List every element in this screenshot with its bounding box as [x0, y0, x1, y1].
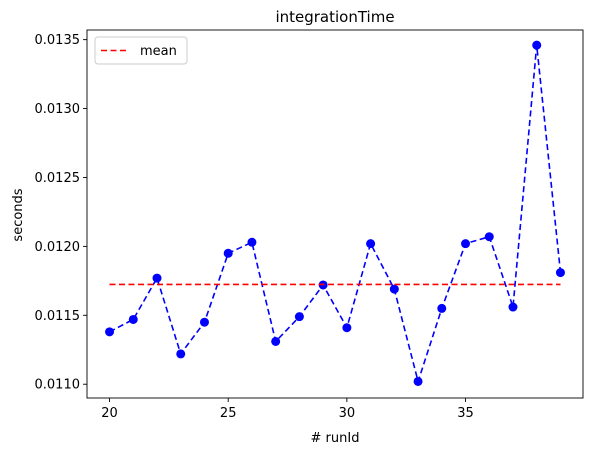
y-tick-label: 0.0115 — [35, 309, 81, 324]
data-point — [128, 314, 138, 324]
data-point — [105, 327, 115, 337]
x-axis-title: # runId — [311, 431, 360, 446]
y-tick-label: 0.0110 — [35, 378, 81, 393]
plot-frame — [86, 29, 584, 399]
legend-label: mean — [140, 44, 177, 59]
data-point — [508, 302, 518, 312]
data-point — [176, 349, 186, 359]
data-point — [413, 376, 423, 386]
y-tick-label: 0.0125 — [35, 171, 81, 186]
data-point — [247, 237, 257, 247]
data-point — [294, 312, 304, 322]
data-point — [152, 273, 162, 283]
y-tick-label: 0.0135 — [35, 33, 81, 48]
data-point — [555, 268, 565, 278]
legend-box — [94, 36, 188, 65]
data-point — [366, 239, 376, 249]
data-point — [389, 284, 399, 294]
y-tick-label: 0.0120 — [35, 240, 81, 255]
legend: mean — [94, 36, 188, 65]
plot-area: 20 25 30 35 0.0110 0.0115 0.0120 0.0125 0.0130 0.… — [35, 29, 584, 421]
data-point — [461, 239, 471, 249]
data-point — [437, 303, 447, 313]
x-tick-label: 25 — [220, 406, 237, 421]
data-point — [484, 232, 494, 242]
x-tick-label: 30 — [339, 406, 356, 421]
series-data — [105, 40, 565, 386]
data-point — [532, 40, 542, 50]
chart-title: integrationTime — [275, 8, 394, 26]
data-point — [271, 336, 281, 346]
y-tick-label: 0.0130 — [35, 102, 81, 117]
y-axis-title: seconds — [11, 188, 26, 241]
x-tick-label: 20 — [101, 406, 118, 421]
data-point — [199, 317, 209, 327]
x-tick-label: 35 — [457, 406, 474, 421]
data-point — [223, 248, 233, 258]
data-point — [342, 323, 352, 333]
